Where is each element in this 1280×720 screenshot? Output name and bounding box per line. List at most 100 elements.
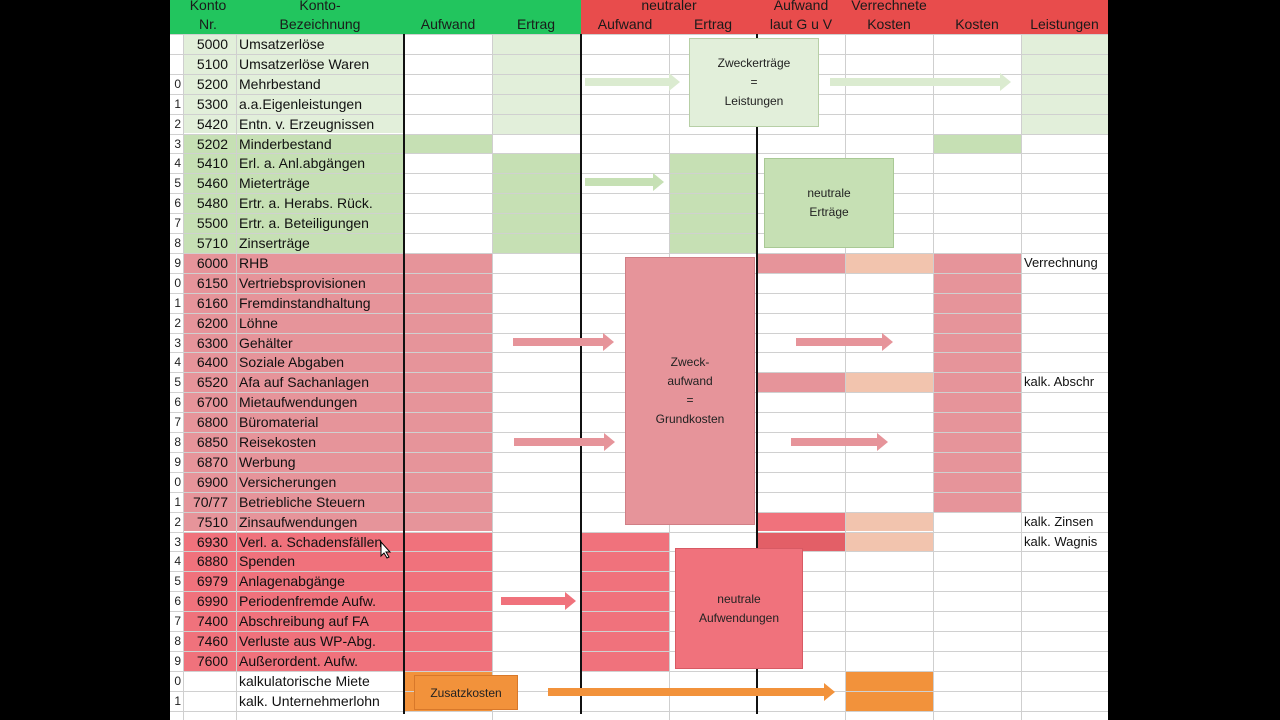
row-number: 5 [174,375,181,390]
account-label: Ertr. a. Beteiligungen [239,215,369,232]
cell-fill [404,511,492,532]
offset-label [1021,571,1108,591]
row-number [170,34,182,54]
row-number: 8 [174,634,181,648]
row-number: 9 [174,255,181,270]
account-number: 6160 [196,294,228,311]
cell-fill [183,73,404,134]
row-number: 1 [174,295,181,310]
account-number: 6930 [196,533,228,550]
account-label: Soziale Abgaben [239,354,345,371]
cell-fill [669,153,757,253]
account-number: 6850 [196,434,228,450]
row-number: 6 [174,395,181,410]
cell-fill [757,372,845,393]
account-label: Zinsaufwendungen [239,513,358,530]
account-label: a.a.Eigenleistungen [239,95,362,112]
cell-fill [492,34,581,134]
row-number: 3 [174,136,181,151]
grid-row-line [170,611,1108,613]
zusatzkosten-box: Zusatzkosten [414,675,518,710]
offset-label [1021,293,1108,313]
row-number: 0 [174,474,181,489]
cell-fill [492,153,581,253]
grid-row-line [170,252,1108,254]
offset-label [1021,651,1108,671]
grid-row-line [170,53,1108,55]
account-label: Mehrbestand [239,75,321,92]
grid-col-line [845,34,846,720]
row-number [170,54,182,74]
header-verrechnete-kosten: Verrechnete Kosten [851,0,927,32]
grid-row-line [170,670,1108,672]
account-label: Anlagenabgänge [239,573,345,590]
account-number: 6400 [196,354,228,371]
cell-fill [1021,34,1108,134]
account-label: Gehälter [239,334,293,351]
account-label: Fremdinstandhaltung [239,294,371,311]
account-number: 6800 [196,414,228,431]
neutrale-aufwendungen-box: neutrale Aufwendungen [675,548,803,669]
row-number: 9 [174,653,181,668]
row-number: 7 [174,216,181,231]
header-aufwand: Aufwand [420,16,476,32]
zweckaufwand-box: Zweck-aufwand = Grundkosten [625,257,755,525]
arrow-right [501,592,576,610]
header-kosten: Kosten [955,16,999,32]
offset-label [1021,233,1108,253]
account-label: Spenden [239,553,296,570]
mouse-cursor-icon [380,541,392,559]
grid-row-line [170,650,1108,652]
offset-label [1021,173,1108,193]
account-number: 7400 [196,613,228,630]
grid-row-line [170,531,1108,533]
row-number: 2 [174,116,181,131]
account-label: Betriebliche Steuern [239,493,366,510]
grid-col-line [236,34,237,720]
account-number: 5200 [196,75,228,92]
cell-fill [183,153,404,253]
column-separator [403,34,405,714]
offset-label [1021,412,1108,432]
grid-row-line [170,133,1108,135]
grid-col-line [492,34,493,720]
cell-fill [845,372,933,393]
account-label: Versicherungen [239,473,337,490]
offset-label [1021,193,1108,213]
account-number: 5500 [196,215,228,232]
row-number: 3 [174,335,181,350]
account-label: Umsatzerlöse [239,36,325,52]
account-number [184,691,236,711]
row-number: 8 [174,236,181,250]
arrow-right [791,433,888,451]
zweckertraege-box: Zweckerträge = Leistungen [689,38,819,127]
cell-fill [183,531,404,671]
account-label: Mieterträge [239,175,310,192]
cell-fill [757,511,845,532]
row-number: 0 [174,673,181,688]
offset-label [1021,611,1108,631]
offset-label [1021,432,1108,452]
offset-label [1021,74,1108,94]
offset-label [1021,134,1108,154]
header-green-band [170,0,581,34]
row-number: 8 [174,435,181,449]
grid-row-line [170,591,1108,593]
account-number: 6000 [196,254,228,271]
row-number: 4 [174,355,181,370]
neutrale-ertraege-box: neutrale Erträge [764,158,894,248]
account-label: RHB [239,254,269,271]
account-number: 6300 [196,334,228,351]
row-number: 5 [174,176,181,191]
cell-fill [757,252,845,273]
account-number: 5460 [196,175,228,192]
row-number: 9 [174,454,181,469]
header-ertrag: Ertrag [516,16,556,32]
cell-fill [404,531,492,671]
arrow-right [514,433,615,451]
grid-row-line [170,73,1108,75]
cell-fill [757,531,845,552]
offset-label [1021,333,1108,353]
spreadsheet: Konto Nr. Konto- Bezeichnung Aufwand Ertra… [170,0,1108,720]
cell-fill [933,133,1021,154]
